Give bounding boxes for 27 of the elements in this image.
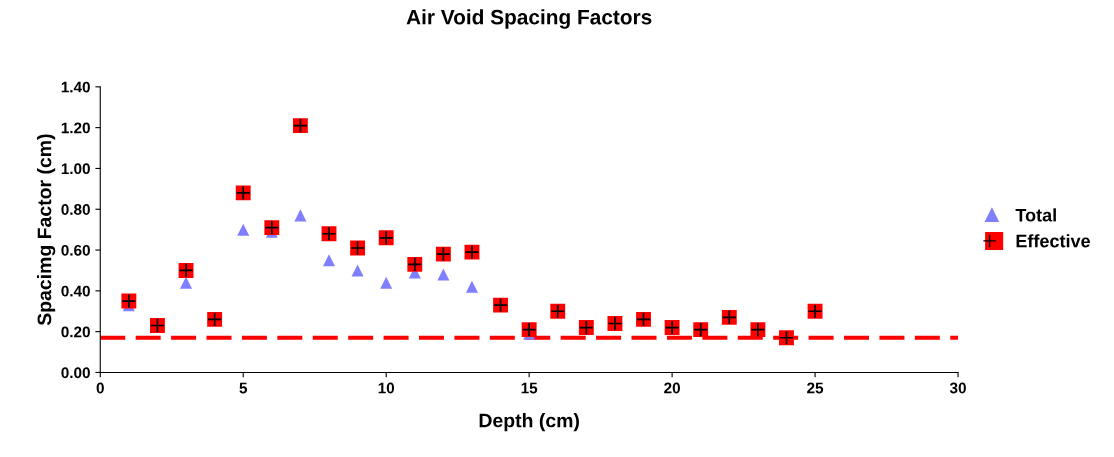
x-tick-label: 30 bbox=[949, 382, 966, 394]
point bbox=[380, 276, 393, 289]
x-tick-label: 0 bbox=[96, 382, 104, 394]
x-tick-label: 10 bbox=[378, 382, 395, 394]
y-tick-label: 0.40 bbox=[61, 285, 90, 297]
point bbox=[351, 264, 364, 277]
y-tick-label: 1.00 bbox=[61, 163, 90, 175]
point bbox=[437, 268, 450, 281]
chart-title: Air Void Spacing Factors bbox=[406, 9, 652, 29]
point bbox=[237, 223, 250, 236]
legend-label: Effective bbox=[1016, 234, 1091, 248]
x-tick-label: 20 bbox=[664, 382, 680, 394]
y-tick-label: 0.60 bbox=[61, 244, 90, 256]
y-tick-label: 1.40 bbox=[61, 81, 90, 93]
point bbox=[322, 254, 336, 267]
point bbox=[465, 280, 478, 293]
y-tick-label: 0.80 bbox=[61, 204, 90, 215]
x-tick-label: 5 bbox=[239, 382, 248, 394]
y-tick-label: 0.20 bbox=[61, 326, 90, 338]
y-tick-label: 0.00 bbox=[61, 367, 90, 379]
x-tick-label: 15 bbox=[521, 382, 538, 394]
y-tick-label: 1.20 bbox=[61, 122, 90, 134]
x-tick-label: 25 bbox=[807, 382, 824, 394]
legend-label: Total bbox=[1015, 208, 1056, 222]
x-axis-title: Depth (cm) bbox=[479, 413, 579, 432]
y-axis-title: Spacimg Factor (cm) bbox=[37, 134, 56, 326]
point bbox=[294, 209, 307, 222]
